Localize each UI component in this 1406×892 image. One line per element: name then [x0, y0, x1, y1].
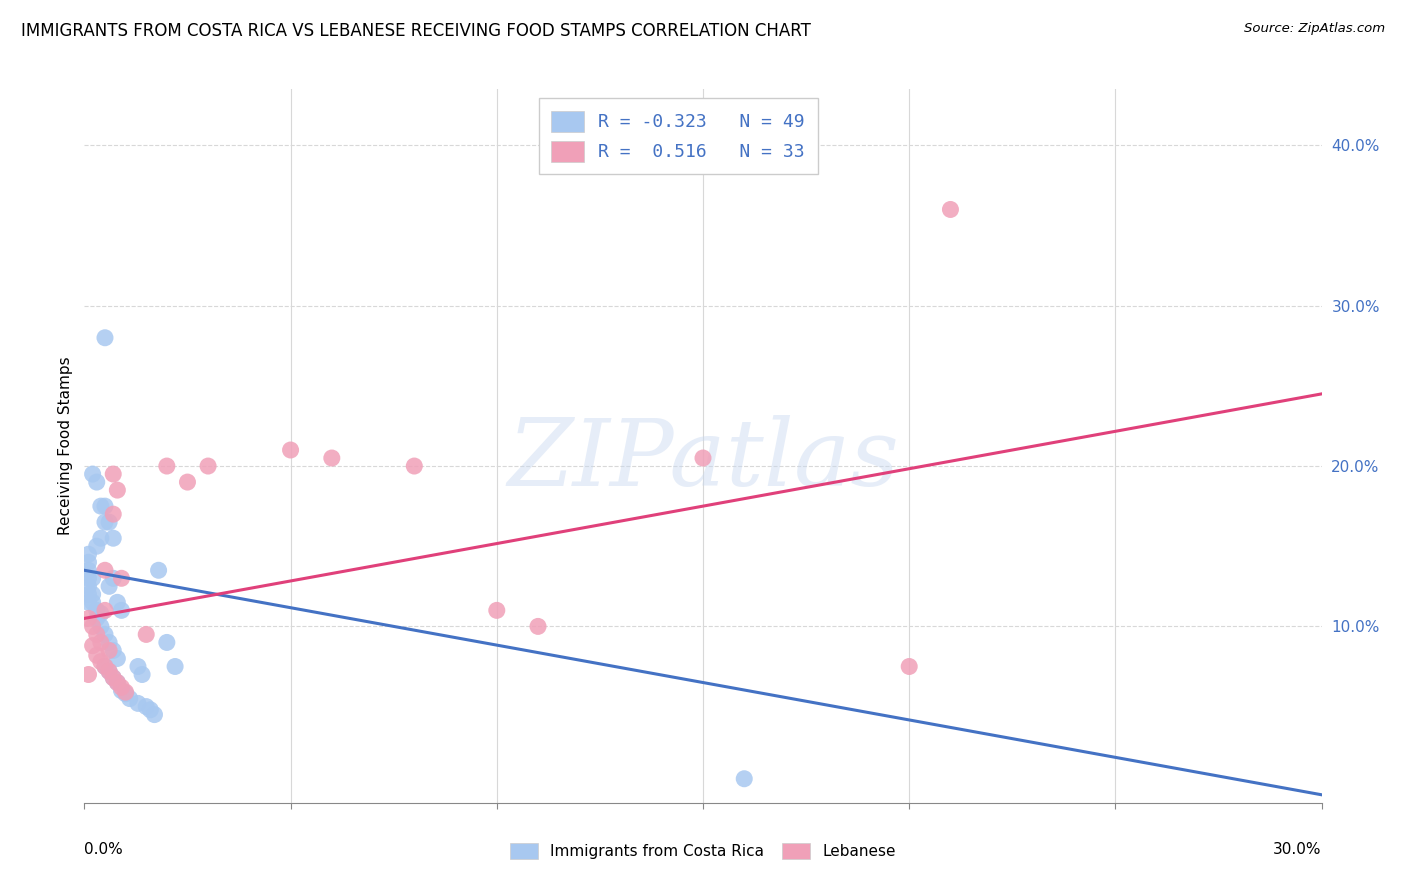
Point	[86, 611, 108, 625]
Point	[105, 595, 128, 609]
Point	[86, 648, 108, 663]
Text: 0.0%: 0.0%	[84, 842, 124, 857]
Point	[131, 667, 153, 681]
Text: Source: ZipAtlas.com: Source: ZipAtlas.com	[1244, 22, 1385, 36]
Point	[94, 515, 117, 529]
Point	[90, 607, 112, 621]
Point	[156, 635, 179, 649]
Point	[156, 458, 179, 473]
Point	[135, 699, 157, 714]
Point	[94, 659, 117, 673]
Point	[94, 563, 117, 577]
Point	[143, 707, 166, 722]
Point	[139, 703, 162, 717]
Text: IMMIGRANTS FROM COSTA RICA VS LEBANESE RECEIVING FOOD STAMPS CORRELATION CHART: IMMIGRANTS FROM COSTA RICA VS LEBANESE R…	[21, 22, 811, 40]
Point	[110, 683, 132, 698]
Point	[105, 483, 128, 497]
Point	[94, 603, 117, 617]
Point	[77, 667, 100, 681]
Point	[485, 603, 508, 617]
Point	[98, 665, 121, 679]
Point	[94, 659, 117, 673]
Point	[280, 442, 302, 457]
Point	[176, 475, 198, 489]
Point	[86, 603, 108, 617]
Point	[77, 587, 100, 601]
Point	[110, 571, 132, 585]
Point	[103, 671, 125, 685]
Point	[103, 571, 125, 585]
Point	[105, 675, 128, 690]
Point	[77, 555, 100, 569]
Point	[692, 450, 714, 465]
Point	[90, 655, 112, 669]
Point	[90, 531, 112, 545]
Point	[103, 531, 125, 545]
Point	[94, 331, 117, 345]
Point	[127, 697, 149, 711]
Point	[98, 643, 121, 657]
Point	[110, 681, 132, 695]
Point	[103, 671, 125, 685]
Point	[733, 772, 755, 786]
Point	[118, 691, 141, 706]
Point	[898, 659, 921, 673]
Point	[114, 687, 136, 701]
Text: ZIPatlas: ZIPatlas	[508, 416, 898, 505]
Point	[98, 665, 121, 679]
Point	[82, 595, 104, 609]
Point	[86, 627, 108, 641]
Point	[77, 579, 100, 593]
Point	[94, 627, 117, 641]
Point	[165, 659, 187, 673]
Point	[77, 563, 100, 577]
Point	[77, 611, 100, 625]
Point	[127, 659, 149, 673]
Point	[86, 539, 108, 553]
Point	[77, 571, 100, 585]
Point	[82, 587, 104, 601]
Point	[197, 458, 219, 473]
Point	[321, 450, 343, 465]
Point	[105, 675, 128, 690]
Point	[86, 475, 108, 489]
Point	[98, 515, 121, 529]
Point	[82, 571, 104, 585]
Point	[90, 499, 112, 513]
Point	[404, 458, 426, 473]
Point	[90, 619, 112, 633]
Point	[939, 202, 962, 217]
Point	[148, 563, 170, 577]
Point	[103, 467, 125, 481]
Point	[105, 651, 128, 665]
Point	[90, 635, 112, 649]
Text: 30.0%: 30.0%	[1274, 842, 1322, 857]
Point	[82, 639, 104, 653]
Point	[103, 507, 125, 521]
Point	[77, 547, 100, 561]
Point	[114, 685, 136, 699]
Point	[94, 499, 117, 513]
Point	[527, 619, 550, 633]
Y-axis label: Receiving Food Stamps: Receiving Food Stamps	[58, 357, 73, 535]
Point	[103, 643, 125, 657]
Point	[110, 603, 132, 617]
Point	[98, 579, 121, 593]
Point	[82, 467, 104, 481]
Point	[82, 619, 104, 633]
Point	[98, 635, 121, 649]
Point	[77, 595, 100, 609]
Point	[135, 627, 157, 641]
Legend: Immigrants from Costa Rica, Lebanese: Immigrants from Costa Rica, Lebanese	[503, 835, 903, 866]
